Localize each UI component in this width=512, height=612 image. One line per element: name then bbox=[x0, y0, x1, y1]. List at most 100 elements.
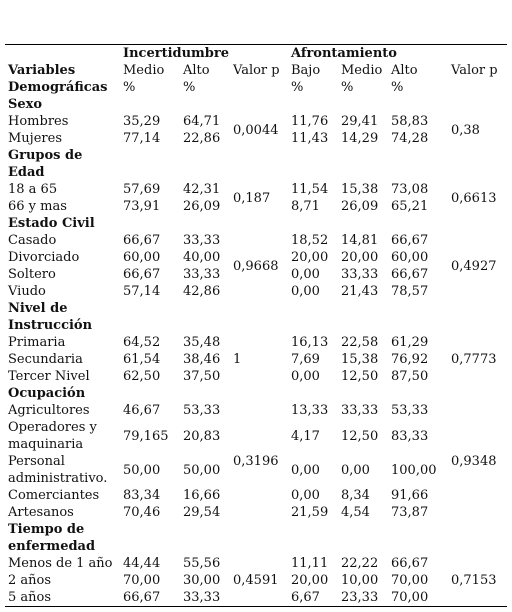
cell-inc-medio: 50,00 bbox=[123, 462, 161, 478]
valor-p-afrontamiento: 0,4927 bbox=[451, 258, 497, 274]
cell-afr-alto: 66,67 bbox=[391, 233, 429, 248]
cell-afr-alto: 66,67 bbox=[391, 556, 429, 571]
cell-inc-medio: 35,29 bbox=[123, 114, 161, 129]
cell-afr-medio: 23,33 bbox=[341, 590, 379, 605]
cell-inc-medio: 57,14 bbox=[123, 284, 161, 299]
section-title: Tiempo de bbox=[8, 522, 85, 537]
cell-afr-medio: 12,50 bbox=[341, 369, 379, 384]
col-header-afr-alto: Alto bbox=[391, 63, 418, 78]
cell-afr-medio: 26,09 bbox=[341, 199, 379, 214]
cell-afr-bajo: 0,00 bbox=[291, 369, 320, 384]
valor-p-incertidumbre: 0,3196 bbox=[233, 454, 279, 469]
cell-inc-medio: 83,34 bbox=[123, 488, 161, 503]
cell-inc-medio: 46,67 bbox=[123, 403, 161, 418]
cell-inc-alto: 33,33 bbox=[183, 233, 221, 248]
cell-afr-bajo: 11,54 bbox=[291, 182, 329, 197]
cell-inc-alto: 37,50 bbox=[183, 369, 221, 384]
cell-afr-bajo: 0,00 bbox=[291, 267, 320, 282]
cell-inc-alto: 35,48 bbox=[183, 335, 221, 350]
col-header-inc-alto: Alto bbox=[183, 63, 210, 78]
row-label: Secundaria bbox=[8, 352, 83, 367]
cell-afr-medio: 8,34 bbox=[341, 488, 370, 503]
col-unit-afr-bajo: % bbox=[291, 80, 304, 95]
col-unit-inc-alto: % bbox=[183, 80, 196, 95]
col-header-valor-p-2: Valor p bbox=[451, 63, 498, 78]
cell-inc-medio: 70,46 bbox=[123, 505, 161, 520]
row-label: Menos de 1 año bbox=[8, 556, 113, 571]
cell-inc-alto: 55,56 bbox=[183, 556, 221, 571]
variables-header-line1: Variables bbox=[8, 63, 76, 78]
col-header-afr-medio: Medio bbox=[341, 63, 383, 78]
cell-inc-alto: 38,46 bbox=[183, 352, 221, 367]
row-label: Viudo bbox=[8, 284, 46, 299]
cell-inc-alto: 20,83 bbox=[183, 428, 221, 444]
cell-afr-bajo: 13,33 bbox=[291, 403, 329, 418]
cell-inc-medio: 57,69 bbox=[123, 182, 161, 197]
section-title: Nivel de bbox=[8, 301, 68, 316]
cell-afr-alto: 58,83 bbox=[391, 114, 429, 129]
row-label: 2 años bbox=[8, 573, 52, 588]
cell-afr-bajo: 0,00 bbox=[291, 462, 320, 478]
cell-inc-alto: 53,33 bbox=[183, 403, 221, 418]
section-title: Sexo bbox=[8, 97, 43, 112]
cell-inc-medio: 61,54 bbox=[123, 352, 161, 367]
cell-afr-alto: 83,33 bbox=[391, 428, 429, 444]
cell-afr-bajo: 4,17 bbox=[291, 428, 320, 444]
cell-afr-medio: 14,81 bbox=[341, 233, 379, 248]
cell-afr-medio: 4,54 bbox=[341, 505, 370, 520]
cell-inc-medio: 44,44 bbox=[123, 556, 161, 571]
cell-inc-alto: 33,33 bbox=[183, 267, 221, 282]
cell-afr-bajo: 21,59 bbox=[291, 505, 329, 520]
col-unit-afr-medio: % bbox=[341, 80, 354, 95]
valor-p-afrontamiento: 0,9348 bbox=[451, 454, 497, 469]
cell-inc-alto: 42,31 bbox=[183, 182, 221, 197]
cell-afr-medio: 12,50 bbox=[341, 428, 379, 444]
cell-afr-medio: 14,29 bbox=[341, 131, 379, 146]
cell-afr-bajo: 0,00 bbox=[291, 284, 320, 299]
cell-afr-bajo: 20,00 bbox=[291, 573, 329, 588]
col-unit-afr-alto: % bbox=[391, 80, 404, 95]
valor-p-afrontamiento: 0,7153 bbox=[451, 573, 497, 588]
cell-afr-medio: 33,33 bbox=[341, 403, 379, 418]
cell-afr-bajo: 20,00 bbox=[291, 250, 329, 265]
cell-afr-medio: 33,33 bbox=[341, 267, 379, 282]
cell-inc-medio: 77,14 bbox=[123, 131, 161, 146]
cell-afr-bajo: 8,71 bbox=[291, 199, 320, 214]
top-rule bbox=[5, 44, 507, 45]
cell-inc-alto: 50,00 bbox=[183, 462, 221, 478]
cell-inc-alto: 30,00 bbox=[183, 573, 221, 588]
cell-afr-medio: 15,38 bbox=[341, 182, 379, 197]
cell-afr-bajo: 0,00 bbox=[291, 488, 320, 503]
col-header-afr-bajo: Bajo bbox=[291, 63, 321, 78]
cell-afr-bajo: 16,13 bbox=[291, 335, 329, 350]
row-label: 18 a 65 bbox=[8, 182, 58, 197]
cell-inc-alto: 40,00 bbox=[183, 250, 221, 265]
cell-afr-alto: 100,00 bbox=[391, 462, 437, 478]
row-label: maquinaria bbox=[8, 437, 84, 452]
cell-afr-medio: 22,22 bbox=[341, 556, 379, 571]
cell-afr-bajo: 11,43 bbox=[291, 131, 329, 146]
col-unit-inc-medio: % bbox=[123, 80, 136, 95]
cell-inc-alto: 22,86 bbox=[183, 131, 221, 146]
cell-inc-alto: 42,86 bbox=[183, 284, 221, 299]
cell-inc-medio: 70,00 bbox=[123, 573, 161, 588]
row-label: Tercer Nivel bbox=[8, 369, 90, 384]
cell-afr-medio: 20,00 bbox=[341, 250, 379, 265]
cell-afr-alto: 70,00 bbox=[391, 573, 429, 588]
section-title: Estado Civil bbox=[8, 216, 95, 231]
row-label: Mujeres bbox=[8, 131, 62, 146]
valor-p-incertidumbre: 0,9668 bbox=[233, 258, 279, 274]
col-header-inc-medio: Medio bbox=[123, 63, 165, 78]
cell-afr-bajo: 18,52 bbox=[291, 233, 329, 248]
cell-afr-alto: 73,87 bbox=[391, 505, 429, 520]
valor-p-incertidumbre: 0,4591 bbox=[233, 573, 279, 588]
cell-afr-alto: 65,21 bbox=[391, 199, 429, 214]
group-header-afrontamiento: Afrontamiento bbox=[291, 46, 397, 61]
valor-p-incertidumbre: 0,0044 bbox=[233, 122, 279, 138]
cell-inc-alto: 16,66 bbox=[183, 488, 221, 503]
cell-afr-medio: 0,00 bbox=[341, 462, 370, 478]
cell-afr-alto: 73,08 bbox=[391, 182, 429, 197]
cell-afr-alto: 87,50 bbox=[391, 369, 429, 384]
valor-p-afrontamiento: 0,7773 bbox=[451, 352, 497, 367]
cell-afr-alto: 53,33 bbox=[391, 403, 429, 418]
